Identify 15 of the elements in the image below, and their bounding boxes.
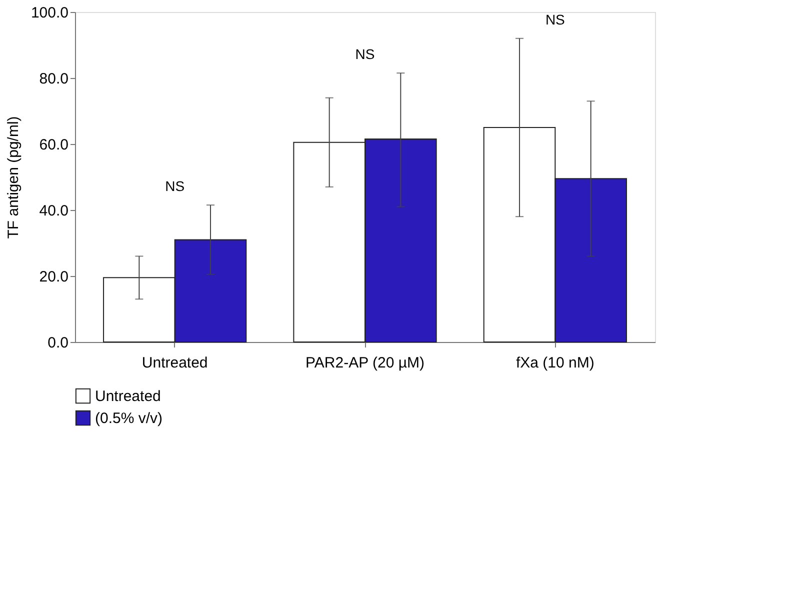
y-axis-title: TF antigen (pg/ml) — [4, 116, 22, 239]
annotation: NS — [165, 178, 185, 194]
y-tick-label: 60.0 — [39, 136, 68, 154]
y-tick-label: 20.0 — [39, 268, 68, 286]
annotation: NS — [545, 11, 565, 28]
y-tick-label: 100.0 — [30, 4, 68, 22]
x-tick-label: PAR2-AP (20 µM) — [306, 354, 424, 372]
y-tick-label: 80.0 — [39, 70, 68, 88]
y-tick-label: 0.0 — [48, 334, 68, 352]
legend-label: (0.5% v/v) — [95, 410, 163, 427]
annotation: NS — [355, 46, 375, 62]
legend-label: Untreated — [95, 388, 161, 405]
x-tick-label: fXa (10 nM) — [516, 354, 594, 372]
x-tick-label: Untreated — [142, 354, 208, 372]
y-tick-label: 40.0 — [39, 202, 68, 220]
